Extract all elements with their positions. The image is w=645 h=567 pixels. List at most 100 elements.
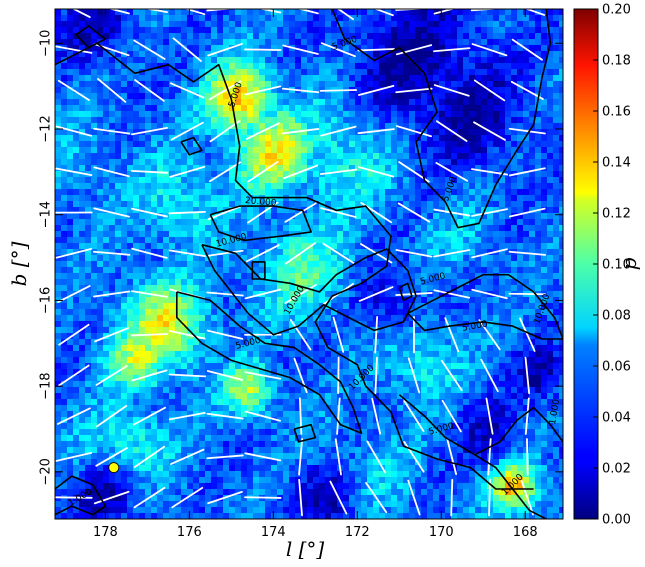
heatmap-cell: [127, 417, 134, 424]
heatmap-cell: [337, 177, 344, 184]
heatmap-cell: [313, 495, 320, 502]
heatmap-cell: [277, 177, 284, 184]
heatmap-cell: [157, 81, 164, 88]
heatmap-cell: [67, 39, 74, 46]
heatmap-cell: [289, 39, 296, 46]
heatmap-cell: [397, 237, 404, 244]
heatmap-cell: [181, 297, 188, 304]
heatmap-cell: [247, 165, 254, 172]
heatmap-cell: [199, 21, 206, 28]
heatmap-cell: [109, 117, 116, 124]
heatmap-cell: [391, 501, 398, 508]
heatmap-cell: [241, 333, 248, 340]
heatmap-cell: [79, 153, 86, 160]
heatmap-cell: [193, 351, 200, 358]
heatmap-cell: [139, 219, 146, 226]
heatmap-cell: [301, 123, 308, 130]
heatmap-cell: [235, 201, 242, 208]
heatmap-cell: [391, 75, 398, 82]
heatmap-cell: [139, 507, 146, 514]
heatmap-cell: [145, 201, 152, 208]
heatmap-cell: [181, 351, 188, 358]
heatmap-cell: [355, 111, 362, 118]
heatmap-cell: [157, 201, 164, 208]
heatmap-cell: [313, 285, 320, 292]
heatmap-cell: [79, 405, 86, 412]
heatmap-cell: [241, 411, 248, 418]
heatmap-cell: [73, 87, 80, 94]
heatmap-cell: [373, 237, 380, 244]
heatmap-cell: [343, 363, 350, 370]
heatmap-cell: [121, 57, 128, 64]
heatmap-cell: [223, 237, 230, 244]
heatmap-cell: [343, 327, 350, 334]
heatmap-cell: [379, 429, 386, 436]
heatmap-cell: [391, 339, 398, 346]
heatmap-cell: [265, 363, 272, 370]
heatmap-cell: [169, 141, 176, 148]
heatmap-cell: [169, 441, 176, 448]
heatmap-cell: [325, 507, 332, 514]
heatmap-cell: [181, 177, 188, 184]
heatmap-cell: [115, 117, 122, 124]
heatmap-cell: [103, 141, 110, 148]
heatmap-cell: [115, 381, 122, 388]
heatmap-cell: [55, 459, 62, 466]
heatmap-cell: [67, 381, 74, 388]
heatmap-cell: [247, 27, 254, 34]
heatmap-cell: [319, 435, 326, 442]
heatmap-cell: [199, 507, 206, 514]
heatmap-cell: [343, 51, 350, 58]
heatmap-cell: [97, 99, 104, 106]
heatmap-cell: [205, 165, 212, 172]
heatmap-cell: [187, 57, 194, 64]
heatmap-cell: [97, 255, 104, 262]
heatmap-cell: [193, 69, 200, 76]
heatmap-cell: [229, 495, 236, 502]
heatmap-cell: [193, 63, 200, 70]
heatmap-cell: [361, 495, 368, 502]
heatmap-cell: [85, 279, 92, 286]
heatmap-cell: [235, 141, 242, 148]
heatmap-cell: [109, 201, 116, 208]
heatmap-cell: [199, 501, 206, 508]
heatmap-cell: [325, 327, 332, 334]
heatmap-cell: [235, 411, 242, 418]
heatmap-cell: [61, 141, 68, 148]
heatmap-cell: [319, 147, 326, 154]
heatmap-cell: [331, 501, 338, 508]
heatmap-cell: [229, 285, 236, 292]
heatmap-cell: [361, 435, 368, 442]
heatmap-cell: [289, 453, 296, 460]
heatmap-cell: [79, 459, 86, 466]
heatmap-cell: [211, 495, 218, 502]
heatmap-cell: [265, 357, 272, 364]
heatmap-cell: [355, 99, 362, 106]
heatmap-cell: [97, 105, 104, 112]
heatmap-cell: [109, 213, 116, 220]
heatmap-cell: [145, 135, 152, 142]
heatmap-cell: [235, 213, 242, 220]
heatmap-cell: [265, 273, 272, 280]
heatmap-cell: [337, 243, 344, 250]
heatmap-cell: [169, 297, 176, 304]
heatmap-cell: [133, 417, 140, 424]
heatmap-cell: [385, 363, 392, 370]
heatmap-cell: [121, 123, 128, 130]
heatmap-cell: [271, 171, 278, 178]
heatmap-cell: [403, 99, 410, 106]
heatmap-cell: [193, 129, 200, 136]
heatmap-cell: [205, 417, 212, 424]
heatmap-cell: [55, 405, 62, 412]
heatmap-cell: [289, 117, 296, 124]
heatmap-cell: [337, 477, 344, 484]
heatmap-cell: [67, 183, 74, 190]
heatmap-cell: [133, 423, 140, 430]
heatmap-cell: [397, 453, 404, 460]
heatmap-cell: [91, 33, 98, 40]
heatmap-cell: [367, 69, 374, 76]
heatmap-cell: [67, 309, 74, 316]
heatmap-cell: [331, 105, 338, 112]
heatmap-cell: [343, 399, 350, 406]
heatmap-cell: [241, 291, 248, 298]
